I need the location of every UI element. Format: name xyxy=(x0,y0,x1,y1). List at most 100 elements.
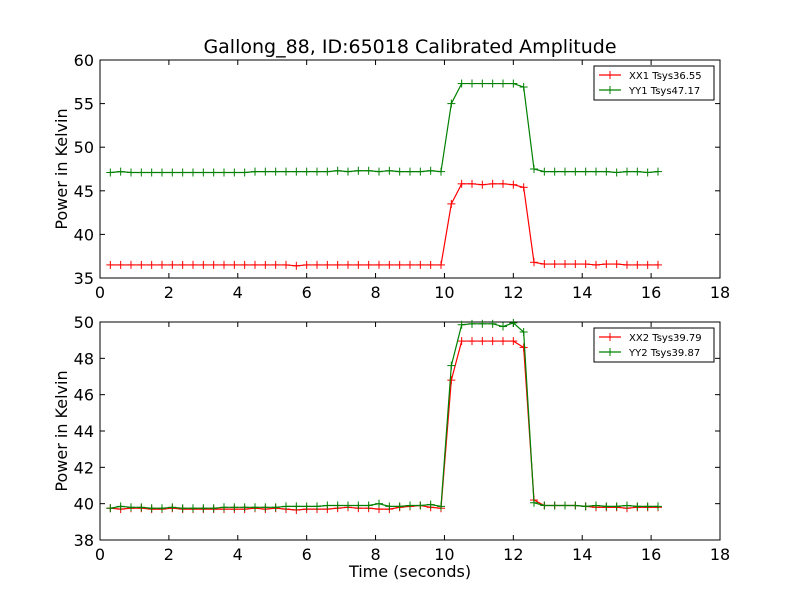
data-point xyxy=(209,260,218,269)
y-tick-label: 48 xyxy=(74,349,94,368)
data-point xyxy=(447,99,456,108)
data-point xyxy=(592,501,600,510)
data-point xyxy=(468,319,476,328)
data-point xyxy=(220,260,228,269)
data-point xyxy=(519,343,528,352)
data-point xyxy=(137,260,146,269)
legend-item: XX2 Tsys39.79 xyxy=(599,333,702,344)
x-tick-label: 0 xyxy=(95,545,105,564)
data-point xyxy=(364,501,373,510)
data-point xyxy=(478,337,487,346)
x-tick-label: 2 xyxy=(164,545,174,564)
data-point xyxy=(344,260,352,269)
data-point xyxy=(230,503,239,512)
data-point xyxy=(189,168,197,177)
data-point xyxy=(623,260,631,269)
data-point xyxy=(623,167,631,176)
data-point xyxy=(323,167,332,176)
x-tick-label: 14 xyxy=(572,545,592,564)
data-point xyxy=(292,502,301,511)
series-xx1 xyxy=(106,179,662,270)
x-tick-label: 2 xyxy=(164,283,174,302)
x-tick-label: 18 xyxy=(710,283,730,302)
data-point xyxy=(333,501,342,510)
data-point xyxy=(561,167,569,176)
data-point xyxy=(437,260,445,269)
data-point xyxy=(602,502,611,511)
data-point xyxy=(147,504,156,513)
data-point xyxy=(468,337,476,346)
data-point xyxy=(437,502,445,511)
data-point xyxy=(240,260,249,269)
data-point xyxy=(240,503,249,512)
data-point xyxy=(158,168,166,177)
data-point xyxy=(147,168,156,177)
x-tick-label: 8 xyxy=(370,283,380,302)
data-point xyxy=(457,337,466,346)
data-point xyxy=(313,167,321,176)
data-point xyxy=(147,260,156,269)
data-point xyxy=(426,500,435,509)
data-point xyxy=(571,260,580,269)
data-point xyxy=(375,167,383,176)
data-point xyxy=(364,166,373,175)
legend-label: XX2 Tsys39.79 xyxy=(629,333,702,344)
data-point xyxy=(550,501,559,510)
data-point xyxy=(302,260,311,269)
data-point xyxy=(437,167,445,176)
data-point xyxy=(530,258,538,267)
data-point xyxy=(612,168,621,177)
data-point xyxy=(654,260,662,269)
data-point xyxy=(561,501,569,510)
data-point xyxy=(168,168,177,177)
data-point xyxy=(612,502,621,511)
data-point xyxy=(416,167,425,176)
data-point xyxy=(189,260,197,269)
data-point xyxy=(271,167,280,176)
data-point xyxy=(530,165,538,173)
data-point xyxy=(602,260,611,269)
x-tick-label: 6 xyxy=(302,545,312,564)
data-point xyxy=(416,260,425,269)
data-point xyxy=(592,260,600,269)
data-point xyxy=(313,260,321,269)
data-point xyxy=(581,167,590,176)
data-point xyxy=(354,501,363,510)
data-point xyxy=(633,260,642,269)
y-tick-label: 45 xyxy=(74,182,94,201)
legend-box xyxy=(593,65,715,101)
data-point xyxy=(251,503,259,512)
data-point xyxy=(395,260,404,269)
data-point xyxy=(457,179,466,188)
data-point xyxy=(106,260,115,269)
data-point xyxy=(447,361,456,370)
legend-label: XX1 Tsys36.55 xyxy=(629,71,702,82)
data-point xyxy=(240,168,249,177)
data-point xyxy=(416,501,425,510)
data-point xyxy=(375,260,383,269)
data-point xyxy=(344,501,352,510)
data-point xyxy=(168,503,177,512)
y-tick-label: 40 xyxy=(74,495,94,514)
data-point xyxy=(385,502,394,511)
data-point xyxy=(385,260,394,269)
data-point xyxy=(106,168,115,177)
data-point xyxy=(178,168,187,177)
data-point xyxy=(271,503,280,512)
data-point xyxy=(457,320,466,329)
data-point xyxy=(354,166,363,175)
legend-item: XX1 Tsys36.55 xyxy=(599,71,702,82)
data-point xyxy=(488,179,497,188)
data-point xyxy=(478,180,487,189)
data-point xyxy=(499,322,507,331)
data-point xyxy=(199,260,208,269)
x-tick-label: 0 xyxy=(95,283,105,302)
legend-label: YY2 Tsys39.87 xyxy=(628,348,700,359)
data-point xyxy=(519,183,528,192)
y-tick-label: 38 xyxy=(74,531,94,550)
data-point xyxy=(633,502,642,511)
x-axis-title: Time (seconds) xyxy=(348,562,471,581)
data-point xyxy=(116,502,125,511)
data-point xyxy=(127,503,135,512)
data-point xyxy=(261,167,270,176)
